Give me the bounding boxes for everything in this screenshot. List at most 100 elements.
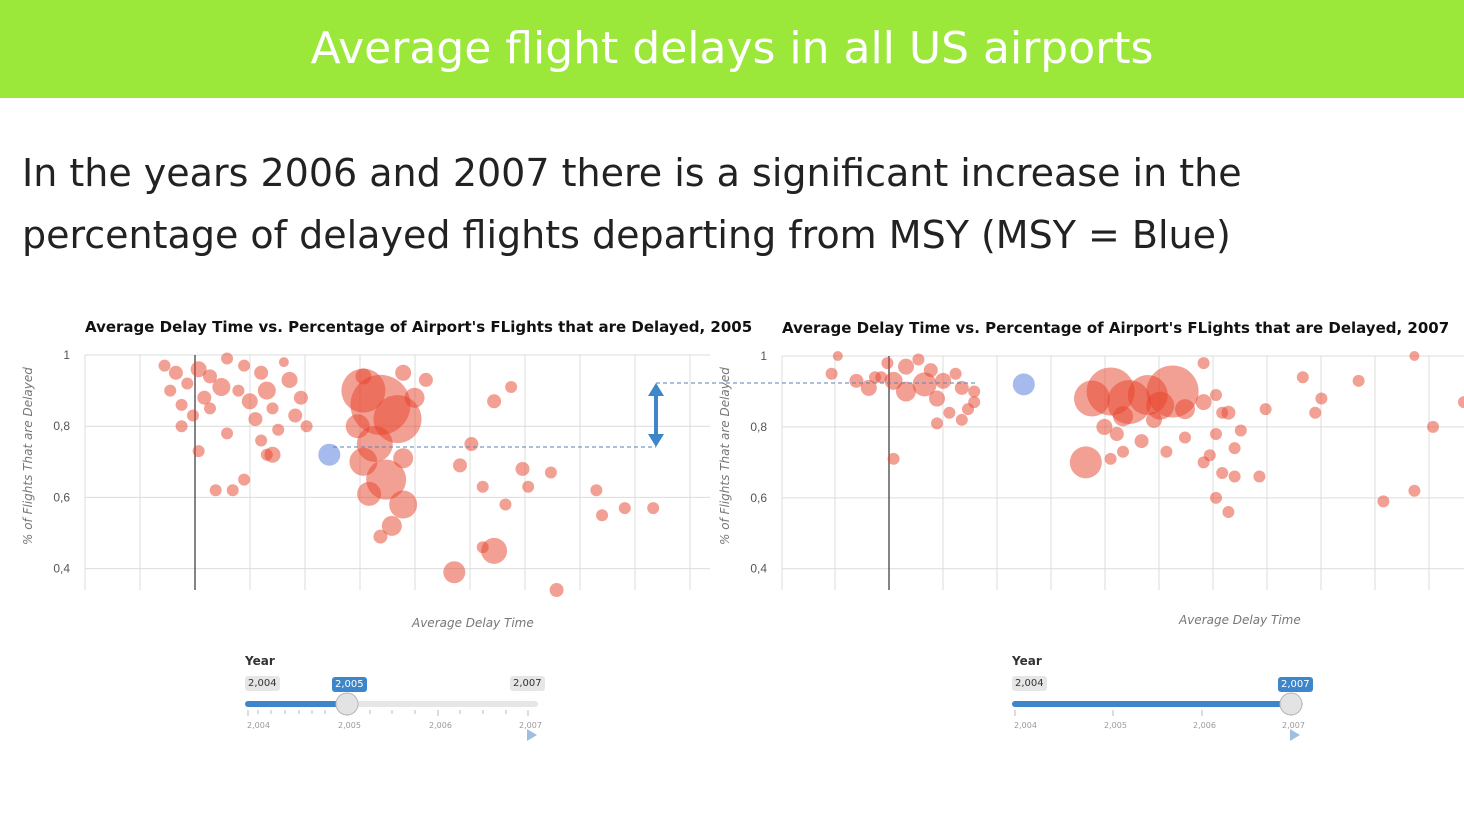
data-point xyxy=(1195,394,1212,411)
increase-arrow-head-up xyxy=(648,383,664,396)
data-point xyxy=(257,381,276,400)
slider-2-tick-0: 2,004 xyxy=(1014,721,1037,730)
data-point xyxy=(590,484,603,497)
data-point xyxy=(381,515,402,536)
data-point xyxy=(1458,396,1464,409)
data-point xyxy=(499,498,512,511)
data-point xyxy=(1296,371,1309,384)
data-point xyxy=(968,396,981,409)
page-title: Average flight delays in all US airports xyxy=(310,23,1154,74)
data-point xyxy=(395,364,412,381)
data-point xyxy=(443,561,466,584)
slider-2-tick-2: 2,006 xyxy=(1193,721,1216,730)
data-point xyxy=(203,369,217,384)
slider-2-ticks xyxy=(1014,710,1292,716)
data-point xyxy=(238,359,251,372)
chart-2-title: Average Delay Time vs. Percentage of Air… xyxy=(782,319,1450,337)
slider-2-value-pill: 2,007 xyxy=(1278,677,1313,692)
data-point xyxy=(1104,452,1117,465)
data-point xyxy=(1259,403,1272,416)
data-point xyxy=(935,372,952,389)
data-point xyxy=(248,412,263,427)
data-point xyxy=(209,484,222,497)
slider-2-tick-3: 2,007 xyxy=(1282,721,1305,730)
data-point xyxy=(884,371,903,390)
data-point xyxy=(241,393,258,410)
data-point xyxy=(505,381,518,394)
y-tick-label: 0,4 xyxy=(53,562,70,576)
data-point xyxy=(255,434,268,447)
data-point xyxy=(515,461,530,476)
data-point xyxy=(931,417,943,430)
play-icon[interactable] xyxy=(527,729,537,741)
data-point xyxy=(898,358,914,375)
slider-2-tick-1: 2,005 xyxy=(1104,721,1127,730)
slider-1-handle xyxy=(335,692,359,716)
slider-1-fill xyxy=(245,701,347,707)
data-point xyxy=(1427,420,1439,433)
data-point xyxy=(181,377,194,390)
slider-1-tick-2: 2,006 xyxy=(429,721,452,730)
data-point xyxy=(389,490,418,519)
data-point xyxy=(221,352,234,365)
data-point xyxy=(464,437,479,452)
data-point xyxy=(278,357,289,368)
data-point xyxy=(869,371,881,384)
y-tick-label: 0,4 xyxy=(750,562,767,576)
data-point xyxy=(1134,434,1149,449)
data-point xyxy=(293,390,308,405)
y-tick-label: 0,6 xyxy=(53,490,70,504)
data-point xyxy=(272,423,285,436)
data-point xyxy=(949,367,962,380)
data-point xyxy=(254,365,269,380)
data-point xyxy=(1309,406,1322,419)
y-tick-label: 0,8 xyxy=(53,419,70,433)
data-point xyxy=(912,353,925,366)
data-point xyxy=(212,378,231,397)
increase-arrow-head-down xyxy=(648,434,664,447)
data-point xyxy=(1253,470,1266,483)
slider-2-fill xyxy=(1012,701,1291,707)
chart-1-xlabel: Average Delay Time xyxy=(412,616,534,630)
slider-1-tick-3: 2,007 xyxy=(519,721,542,730)
data-point xyxy=(221,427,234,440)
data-point-msy xyxy=(318,443,341,466)
data-point xyxy=(860,379,877,396)
data-point xyxy=(264,446,281,463)
data-point xyxy=(266,402,279,415)
y-tick-label: 1 xyxy=(760,349,767,363)
data-point xyxy=(281,371,298,388)
data-point xyxy=(192,445,205,458)
data-point xyxy=(1210,491,1222,504)
header-bar: Average flight delays in all US airports xyxy=(0,0,1464,98)
data-point xyxy=(345,414,370,439)
data-point xyxy=(1113,406,1133,427)
data-point xyxy=(929,390,945,407)
data-point xyxy=(175,398,188,411)
data-point xyxy=(1146,411,1162,428)
data-point xyxy=(912,372,937,397)
data-point xyxy=(544,466,557,479)
play-icon[interactable] xyxy=(1290,729,1300,741)
data-point xyxy=(1210,428,1222,440)
slider-1-max-pill: 2,007 xyxy=(510,676,545,691)
data-point xyxy=(1197,357,1210,370)
data-point xyxy=(373,529,388,544)
data-point xyxy=(647,502,660,515)
description-text: In the years 2006 and 2007 there is a si… xyxy=(22,151,1242,257)
data-point xyxy=(355,368,372,385)
data-point xyxy=(349,447,378,476)
data-point xyxy=(881,357,894,370)
data-point xyxy=(1117,445,1129,458)
data-point xyxy=(487,394,502,409)
data-point xyxy=(1069,446,1102,479)
data-point xyxy=(168,365,183,380)
data-point xyxy=(175,420,188,433)
data-point xyxy=(418,372,433,387)
data-point xyxy=(832,351,843,361)
data-point xyxy=(954,380,969,395)
